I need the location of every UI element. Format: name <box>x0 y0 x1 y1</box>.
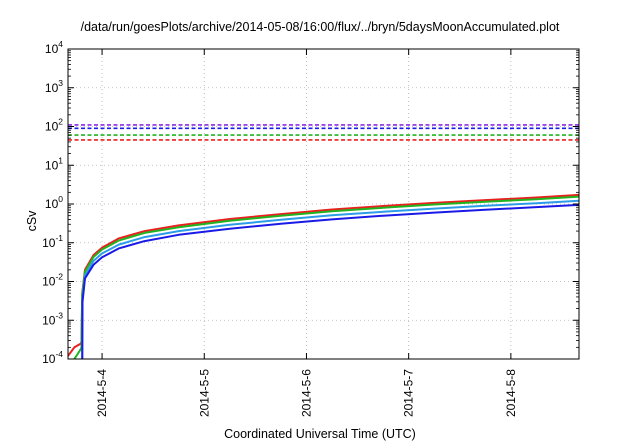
series-group <box>68 124 579 359</box>
axis-ticks: 10-4 10-3 10-2 10-1 100 101 102 103 104 2014-5-4 2… <box>42 39 579 417</box>
x-tick-label: 2014-5-8 <box>504 369 518 417</box>
x-tick-label: 2014-5-4 <box>95 369 109 417</box>
y-tick-label: 102 <box>45 117 63 134</box>
y-tick-label: 10-1 <box>42 233 63 250</box>
series-line-3 <box>81 203 579 359</box>
y-tick-label: 10-4 <box>42 349 63 366</box>
series-line-2 <box>81 199 579 359</box>
y-tick-label: 100 <box>45 194 63 211</box>
chart-title: /data/run/goesPlots/archive/2014-05-08/1… <box>80 20 560 34</box>
y-tick-label: 10-2 <box>42 272 63 289</box>
x-tick-label: 2014-5-6 <box>299 369 313 417</box>
x-tick-label: 2014-5-5 <box>197 369 211 417</box>
series-line-1 <box>73 195 579 359</box>
x-axis-label: Coordinated Universal Time (UTC) <box>224 427 416 441</box>
series-line-0 <box>68 193 579 357</box>
y-tick-label: 10-3 <box>42 310 63 327</box>
y-tick-label: 104 <box>45 39 63 56</box>
y-tick-label: 101 <box>45 155 63 172</box>
y-tick-label: 103 <box>45 78 63 95</box>
x-tick-label: 2014-5-7 <box>402 369 416 417</box>
